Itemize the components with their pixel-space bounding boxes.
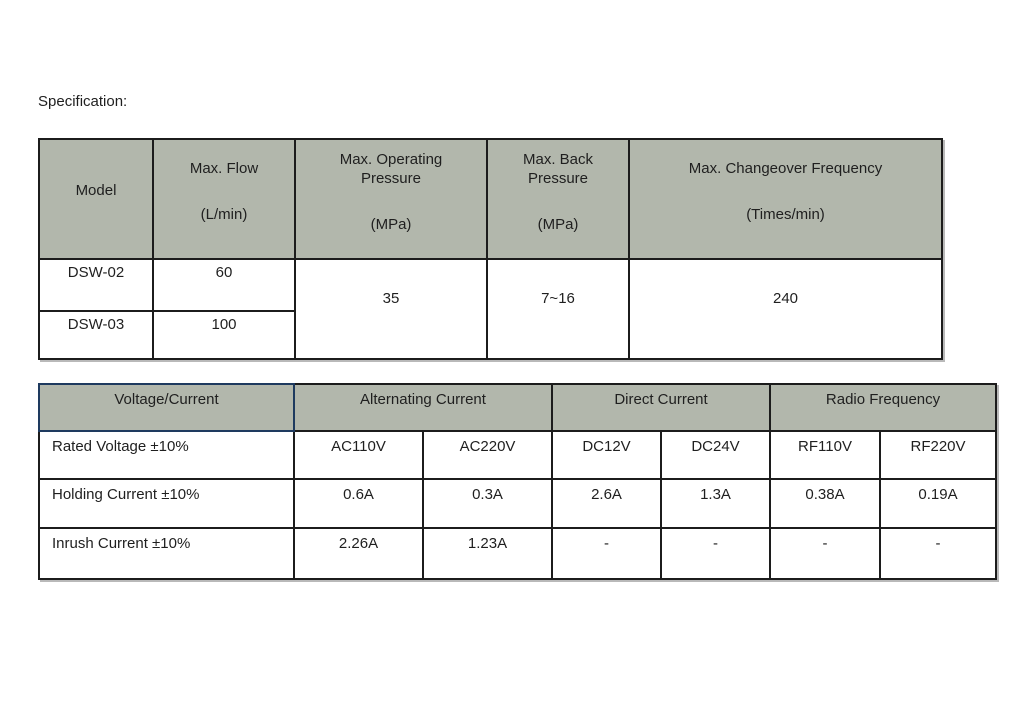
holding-current-dc24-cell: 1.3A	[659, 478, 772, 529]
max-back-pressure-header-unit: (MPa)	[537, 215, 579, 233]
max-back-pressure-column-header: Max. Back Pressure (MPa)	[486, 138, 630, 260]
holding-current-rf220-cell: 0.19A	[879, 478, 998, 529]
holding-current-ac220-cell: 0.3A	[422, 478, 553, 529]
rated-voltage-row-label: Rated Voltage ±10%	[38, 430, 295, 480]
electrical-spec-table: Voltage/Current Alternating Current Dire…	[38, 383, 998, 580]
model-cell: DSW-03	[38, 310, 154, 360]
holding-current-rf110-cell: 0.38A	[769, 478, 882, 529]
inrush-current-rf220-cell: -	[879, 527, 998, 580]
rated-voltage-rf110-cell: RF110V	[769, 430, 882, 480]
max-operating-pressure-column-header: Max. Operating Pressure (MPa)	[294, 138, 488, 260]
max-operating-pressure-header-label: Max. Operating Pressure	[339, 150, 443, 188]
max-back-pressure-header-label: Max. Back Pressure	[522, 150, 594, 188]
max-changeover-frequency-cell: 240	[628, 258, 943, 360]
max-operating-pressure-header-unit: (MPa)	[370, 215, 412, 233]
max-changeover-frequency-header-label: Max. Changeover Frequency	[688, 160, 883, 178]
holding-current-ac110-cell: 0.6A	[293, 478, 424, 529]
rated-voltage-dc12-cell: DC12V	[551, 430, 662, 480]
inrush-current-dc24-cell: -	[659, 527, 772, 580]
rated-voltage-rf220-cell: RF220V	[879, 430, 998, 480]
inrush-current-rf110-cell: -	[769, 527, 882, 580]
direct-current-group-header: Direct Current	[550, 383, 772, 432]
model-header-label: Model	[75, 182, 117, 200]
model-column-header: Model	[38, 138, 154, 260]
page-title: Specification:	[38, 93, 128, 110]
inrush-current-dc12-cell: -	[551, 527, 662, 580]
table-row-inrush-current: Inrush Current ±10% 2.26A 1.23A - - - -	[38, 527, 998, 580]
inrush-current-ac220-cell: 1.23A	[422, 527, 553, 580]
inrush-current-ac110-cell: 2.26A	[293, 527, 424, 580]
max-changeover-frequency-header-unit: (Times/min)	[746, 205, 825, 223]
model-cell: DSW-02	[38, 258, 154, 312]
voltage-current-corner-header: Voltage/Current	[38, 383, 295, 432]
max-flow-cell: 100	[152, 310, 296, 360]
max-flow-column-header: Max. Flow (L/min)	[152, 138, 296, 260]
holding-current-dc12-cell: 2.6A	[551, 478, 662, 529]
hydraulic-spec-header-row: Model Max. Flow (L/min) Max. Operating P…	[38, 138, 943, 260]
table-row-holding-current: Holding Current ±10% 0.6A 0.3A 2.6A 1.3A…	[38, 478, 998, 529]
inrush-current-row-label: Inrush Current ±10%	[38, 527, 295, 580]
holding-current-row-label: Holding Current ±10%	[38, 478, 295, 529]
electrical-spec-header-row: Voltage/Current Alternating Current Dire…	[38, 383, 998, 432]
rated-voltage-dc24-cell: DC24V	[659, 430, 772, 480]
max-back-pressure-cell: 7~16	[486, 258, 630, 360]
rated-voltage-ac220-cell: AC220V	[422, 430, 553, 480]
table-row-dsw-03: DSW-03 100	[38, 310, 942, 360]
table-row-rated-voltage: Rated Voltage ±10% AC110V AC220V DC12V D…	[38, 430, 998, 480]
max-flow-header-label: Max. Flow	[189, 160, 259, 178]
rated-voltage-ac110-cell: AC110V	[293, 430, 424, 480]
table-row-dsw-02: DSW-02 60 35 7~16 240	[38, 258, 943, 360]
max-flow-cell: 60	[152, 258, 296, 312]
max-operating-pressure-cell: 35	[294, 258, 488, 360]
alternating-current-group-header: Alternating Current	[293, 383, 553, 432]
hydraulic-spec-table: Model Max. Flow (L/min) Max. Operating P…	[38, 138, 943, 360]
radio-frequency-group-header: Radio Frequency	[769, 383, 998, 432]
max-flow-header-unit: (L/min)	[200, 205, 248, 223]
max-changeover-frequency-column-header: Max. Changeover Frequency (Times/min)	[628, 138, 943, 260]
